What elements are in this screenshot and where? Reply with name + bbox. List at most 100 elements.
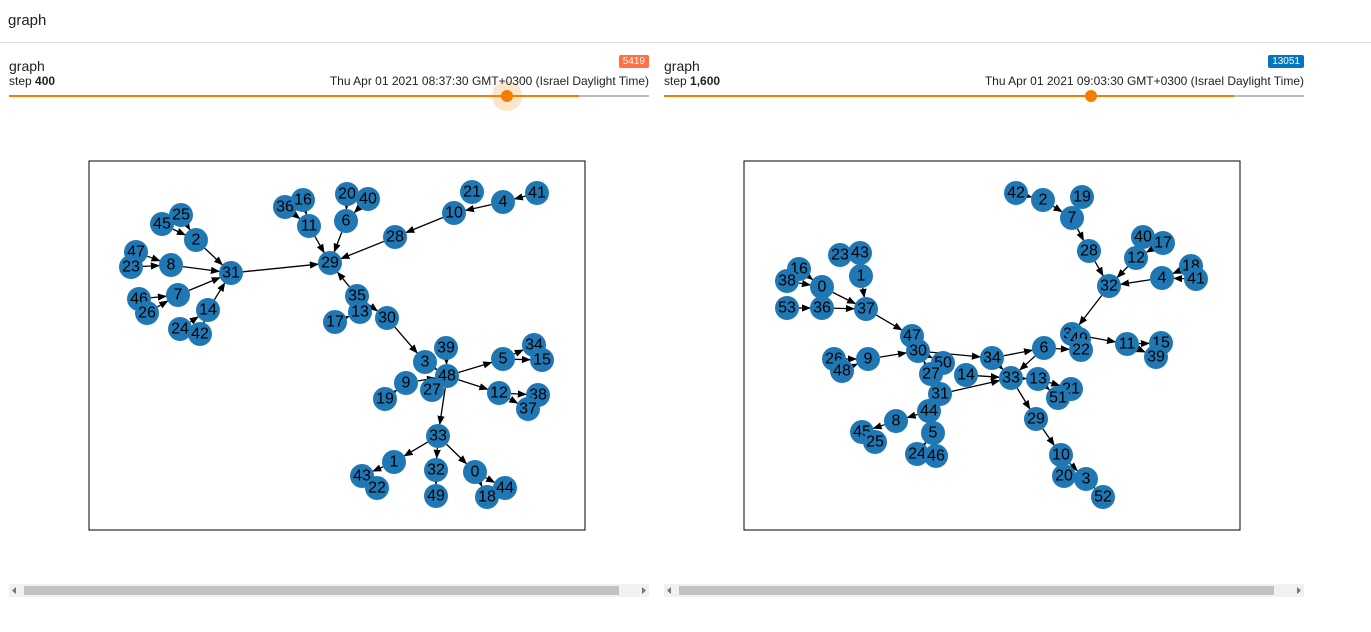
edge	[437, 387, 446, 426]
edge	[1019, 355, 1036, 371]
step-label: step	[664, 74, 687, 88]
node	[475, 485, 499, 509]
node-label: 42	[1007, 185, 1025, 202]
edge	[1022, 191, 1033, 199]
scrollbar-thumb[interactable]	[679, 586, 1274, 595]
scroll-left[interactable]	[12, 587, 16, 594]
card-title: graph	[664, 58, 700, 74]
edge	[182, 220, 191, 231]
node	[365, 476, 389, 500]
edge	[848, 363, 858, 371]
node	[150, 212, 174, 236]
node-label: 37	[857, 301, 875, 318]
node-label: 11	[301, 218, 318, 235]
scroll-right[interactable]	[642, 587, 646, 594]
node-label: 44	[496, 480, 514, 497]
node-label: 28	[1080, 243, 1098, 260]
edge	[1055, 345, 1070, 353]
edge	[994, 360, 1004, 370]
edge	[446, 443, 468, 465]
node	[434, 336, 458, 360]
edge	[405, 216, 444, 234]
node-label: 6	[1040, 340, 1049, 357]
edge	[394, 326, 418, 354]
edge	[876, 314, 903, 331]
edge	[172, 228, 186, 236]
node	[1060, 206, 1084, 230]
node	[849, 264, 873, 288]
step-value: 1,600	[690, 74, 721, 88]
node	[318, 251, 342, 275]
node	[1184, 267, 1208, 291]
node-label: 14	[957, 367, 975, 384]
edge	[951, 378, 1001, 392]
node-label: 53	[778, 300, 796, 317]
node	[516, 397, 540, 421]
node-label: 52	[1094, 489, 1112, 506]
edge	[977, 373, 1000, 381]
node	[159, 253, 183, 277]
edge	[485, 475, 496, 483]
edge	[513, 193, 526, 201]
edge	[1116, 266, 1129, 279]
node	[1131, 225, 1155, 249]
scrollbar-thumb[interactable]	[24, 586, 619, 595]
edge	[204, 247, 223, 266]
edge	[147, 254, 161, 262]
slider-thumb[interactable]	[1085, 90, 1097, 102]
node-label: 9	[402, 375, 411, 392]
node	[924, 444, 948, 468]
edge	[1040, 381, 1050, 391]
node-label: 39	[437, 340, 455, 357]
node	[1144, 345, 1168, 369]
node	[382, 450, 406, 474]
edge	[1076, 228, 1085, 242]
node	[297, 214, 321, 238]
node	[1077, 239, 1101, 263]
node-label: 16	[294, 192, 312, 209]
node	[442, 201, 466, 225]
edge	[1119, 279, 1151, 287]
node	[463, 460, 487, 484]
node	[999, 366, 1023, 390]
edge	[242, 261, 319, 273]
node-label: 40	[359, 191, 377, 208]
header-title: graph	[8, 12, 47, 29]
node-label: 46	[927, 448, 945, 465]
node-label: 14	[199, 302, 217, 319]
node	[1091, 485, 1115, 509]
node-label: 38	[778, 273, 796, 290]
scroll-right[interactable]	[1297, 587, 1301, 594]
edge	[339, 315, 350, 323]
edge	[157, 300, 169, 309]
edge	[1052, 204, 1063, 213]
node-label: 17	[1154, 235, 1172, 252]
node-label: 7	[1068, 210, 1077, 227]
node	[420, 378, 444, 402]
scroll-left[interactable]	[667, 587, 671, 594]
node-label: 30	[909, 343, 927, 360]
node	[219, 261, 243, 285]
node	[291, 188, 315, 212]
badge: 5419	[618, 55, 649, 68]
node	[1052, 464, 1076, 488]
edge	[1068, 462, 1078, 472]
node	[373, 387, 397, 411]
node	[188, 322, 212, 346]
node-label: 32	[427, 462, 445, 479]
slider-thumb[interactable]	[501, 90, 513, 102]
edge	[474, 477, 483, 488]
edge	[917, 441, 927, 452]
node-label: 19	[1073, 189, 1091, 206]
edge	[189, 316, 199, 325]
edge	[923, 360, 932, 371]
node	[424, 458, 448, 482]
node-label: 9	[864, 351, 873, 368]
node	[954, 363, 978, 387]
node	[394, 371, 418, 395]
node-label: 3	[421, 354, 430, 371]
node	[119, 255, 143, 279]
node-label: 22	[368, 480, 386, 497]
edge	[300, 205, 309, 216]
